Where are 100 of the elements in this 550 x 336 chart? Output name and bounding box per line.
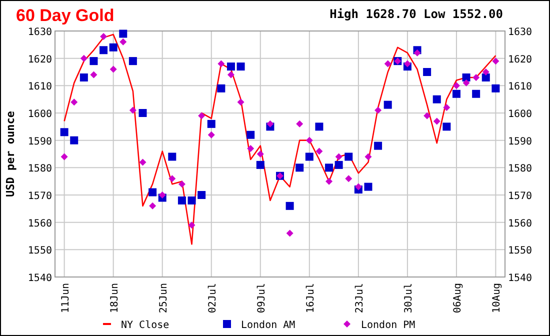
y2-tick-label: 1550 bbox=[508, 246, 532, 257]
point bbox=[129, 106, 136, 114]
point bbox=[335, 153, 342, 160]
point bbox=[374, 142, 382, 150]
x-tick-label: 23Jul bbox=[354, 283, 366, 314]
y2-tick-label: 1620 bbox=[508, 54, 532, 66]
point bbox=[198, 112, 206, 120]
point bbox=[344, 152, 353, 161]
y-tick-label: 1560 bbox=[28, 218, 52, 230]
point bbox=[256, 160, 264, 169]
x-tick-label: 02Jul bbox=[207, 283, 218, 314]
point bbox=[227, 71, 234, 78]
point bbox=[198, 191, 206, 199]
chart-title: 60 Day Gold bbox=[16, 6, 114, 25]
point bbox=[433, 118, 440, 125]
y-tick-label: 1580 bbox=[28, 164, 52, 175]
legend-label: NY Close bbox=[121, 320, 170, 331]
point bbox=[462, 79, 470, 86]
y-tick-label: 1620 bbox=[28, 54, 52, 66]
point bbox=[218, 60, 225, 68]
x-tick-label: 10Aug bbox=[492, 283, 503, 314]
point bbox=[217, 84, 226, 92]
y-tick-label: 1550 bbox=[28, 246, 52, 257]
point bbox=[90, 71, 98, 78]
point bbox=[443, 104, 450, 112]
y-tick-label: 1600 bbox=[28, 109, 52, 120]
y2-tick-label: 1540 bbox=[508, 273, 532, 284]
point bbox=[256, 150, 264, 158]
legend-label: London PM bbox=[361, 320, 416, 331]
point bbox=[178, 180, 186, 188]
y-tick-label: 1570 bbox=[28, 191, 52, 202]
point bbox=[246, 130, 255, 139]
point bbox=[326, 178, 333, 185]
point bbox=[296, 164, 304, 172]
point bbox=[404, 60, 411, 68]
point bbox=[334, 160, 343, 169]
point bbox=[364, 153, 372, 160]
point bbox=[315, 122, 324, 131]
y2-tick-label: 1560 bbox=[508, 218, 532, 230]
point bbox=[188, 196, 196, 204]
point bbox=[414, 49, 421, 56]
point bbox=[149, 202, 156, 210]
y-tick-label: 1630 bbox=[28, 27, 52, 38]
point bbox=[296, 120, 304, 128]
point bbox=[462, 73, 470, 82]
y2-tick-label: 1610 bbox=[508, 82, 532, 93]
x-tick-label: 11Jun bbox=[60, 283, 72, 314]
point bbox=[423, 68, 432, 76]
point bbox=[482, 68, 490, 76]
point bbox=[325, 164, 334, 172]
point bbox=[316, 148, 323, 155]
point bbox=[286, 202, 294, 210]
y2-tick-label: 1580 bbox=[508, 164, 532, 175]
point bbox=[207, 120, 216, 128]
point bbox=[374, 106, 382, 114]
y2-tick-label: 1570 bbox=[508, 191, 532, 202]
point bbox=[128, 57, 137, 66]
x-tick-label: 16Jul bbox=[305, 283, 316, 314]
y-tick-label: 1540 bbox=[28, 273, 52, 284]
point bbox=[286, 230, 294, 237]
point bbox=[266, 120, 274, 128]
point bbox=[306, 136, 313, 144]
point bbox=[100, 46, 108, 54]
y-tick-label: 1610 bbox=[28, 82, 52, 93]
point bbox=[188, 222, 196, 229]
point bbox=[80, 54, 88, 62]
point bbox=[424, 112, 431, 120]
x-tick-label: 18Jun bbox=[109, 283, 120, 314]
point bbox=[90, 57, 98, 66]
y2-tick-label: 1630 bbox=[508, 27, 532, 38]
point bbox=[119, 30, 128, 38]
x-tick-label: 25Jun bbox=[158, 283, 170, 314]
point bbox=[247, 145, 254, 152]
point bbox=[100, 32, 108, 40]
point bbox=[305, 152, 314, 161]
point bbox=[138, 109, 147, 117]
chart-subtitle: High 1628.70 Low 1552.00 bbox=[330, 7, 503, 21]
point bbox=[482, 73, 490, 82]
x-tick-label: 09Jul bbox=[256, 283, 268, 314]
y-axis-title: USD per ounce bbox=[4, 110, 17, 198]
point bbox=[472, 90, 480, 98]
y-tick-label: 1590 bbox=[28, 136, 52, 148]
x-tick-label: 06Aug bbox=[452, 283, 464, 314]
point bbox=[80, 73, 88, 82]
point bbox=[432, 95, 441, 104]
point bbox=[345, 175, 352, 182]
point bbox=[158, 192, 166, 198]
point bbox=[178, 196, 186, 204]
point bbox=[139, 158, 146, 166]
point bbox=[236, 62, 245, 71]
point bbox=[472, 74, 480, 81]
x-tick-label: 30Jul bbox=[403, 283, 414, 314]
point bbox=[60, 153, 68, 160]
point bbox=[148, 188, 157, 196]
point bbox=[492, 84, 500, 92]
y2-tick-label: 1590 bbox=[508, 136, 532, 148]
point bbox=[168, 152, 176, 161]
point bbox=[237, 98, 244, 106]
point bbox=[452, 90, 460, 98]
point bbox=[109, 43, 118, 52]
